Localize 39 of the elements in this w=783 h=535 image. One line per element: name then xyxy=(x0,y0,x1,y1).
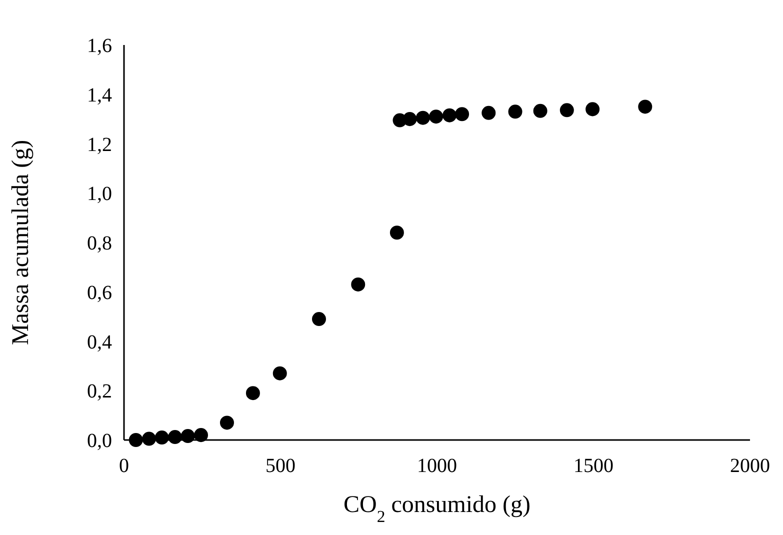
point xyxy=(586,102,600,116)
y-tick-label: 1,4 xyxy=(87,84,112,106)
point xyxy=(429,110,444,124)
point xyxy=(168,430,182,444)
point xyxy=(455,107,470,122)
point xyxy=(351,277,366,292)
point xyxy=(533,104,548,118)
y-tick-label: 0,2 xyxy=(87,380,112,403)
x-tick-label: 1500 xyxy=(574,455,614,477)
y-tick-label: 1,0 xyxy=(87,183,112,206)
y-tick-label: 0,6 xyxy=(87,282,112,304)
y-tick-label: 0,0 xyxy=(87,430,112,452)
x-axis-title: CO$_{2}$ consumido (g) xyxy=(343,492,531,526)
point xyxy=(128,433,143,447)
x-tick-label: 1000 xyxy=(417,455,457,477)
point xyxy=(442,108,457,122)
x-tick-label: 2000 xyxy=(730,455,770,477)
point xyxy=(402,112,417,126)
point xyxy=(416,110,430,125)
point xyxy=(638,100,652,114)
point xyxy=(482,106,496,120)
point xyxy=(246,386,260,400)
point xyxy=(220,416,234,430)
y-axis-title: Massa acumulada (g) xyxy=(8,140,34,346)
y-tick-label: 1,6 xyxy=(87,35,112,57)
point xyxy=(560,103,574,118)
point xyxy=(312,312,326,326)
point xyxy=(142,432,156,446)
x-tick-label: 500 xyxy=(266,455,296,477)
point xyxy=(272,366,287,380)
point xyxy=(154,430,169,445)
y-tick-label: 0,4 xyxy=(87,331,112,354)
point xyxy=(194,428,208,442)
y-tick-label: 1,2 xyxy=(87,134,112,156)
x-tick-label: 0 xyxy=(119,455,129,477)
point xyxy=(390,226,404,240)
point xyxy=(180,429,195,444)
point xyxy=(508,104,522,119)
y-tick-label: 0,8 xyxy=(87,232,112,254)
